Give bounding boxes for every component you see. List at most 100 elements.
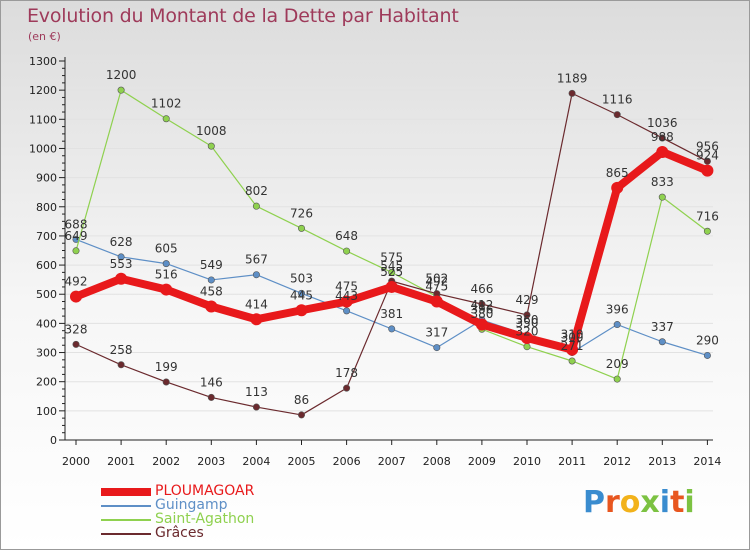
data-point-saint-agathon — [72, 247, 80, 255]
legend-swatch-ploumagoar — [101, 488, 151, 496]
logo-letter: r — [605, 485, 620, 520]
x-tick-label: 2000 — [62, 455, 90, 468]
data-label-gr-ces: 429 — [516, 293, 539, 307]
data-point-ploumagoar — [115, 272, 128, 285]
data-point-gr-ces — [252, 403, 260, 411]
data-label-gr-ces: 466 — [470, 282, 493, 296]
data-label-saint-agathon: 209 — [606, 357, 629, 371]
data-label-guingamp: 317 — [425, 326, 448, 340]
y-tick-label: 1000 — [29, 142, 57, 155]
data-label-ploumagoar: 445 — [290, 288, 313, 302]
data-label-gr-ces: 1116 — [602, 93, 633, 107]
logo-letter: P — [583, 485, 605, 520]
data-point-ploumagoar — [566, 343, 579, 356]
data-label-guingamp: 628 — [110, 235, 133, 249]
legend-swatch-guingamp — [101, 505, 151, 507]
data-point-gr-ces — [568, 89, 576, 97]
data-point-ploumagoar — [385, 280, 398, 293]
data-point-saint-agathon — [252, 202, 260, 210]
logo-letter: x — [640, 485, 660, 520]
data-label-saint-agathon: 648 — [335, 229, 358, 243]
data-point-guingamp — [252, 271, 260, 279]
x-tick-label: 2006 — [333, 455, 361, 468]
data-point-gr-ces — [523, 311, 531, 319]
data-point-guingamp — [388, 325, 396, 333]
data-point-guingamp — [613, 321, 621, 329]
data-label-guingamp: 337 — [651, 320, 674, 334]
data-label-ploumagoar: 924 — [696, 149, 719, 163]
data-label-saint-agathon: 833 — [651, 175, 674, 189]
data-point-guingamp — [162, 260, 170, 268]
proxiti-logo: Proxiti — [583, 485, 695, 520]
data-label-saint-agathon: 320 — [516, 325, 539, 339]
data-point-guingamp — [117, 253, 125, 261]
data-point-guingamp — [658, 338, 666, 346]
legend-swatch-saint-agathon — [101, 519, 151, 521]
data-label-ploumagoar: 553 — [110, 257, 133, 271]
x-tick-label: 2003 — [197, 455, 225, 468]
y-tick-label: 1200 — [29, 84, 57, 97]
data-label-gr-ces: 146 — [200, 375, 223, 389]
data-point-ploumagoar — [611, 181, 624, 194]
data-label-saint-agathon: 802 — [245, 184, 268, 198]
data-label-saint-agathon: 649 — [65, 229, 88, 243]
data-label-gr-ces: 86 — [294, 393, 309, 407]
data-label-guingamp: 567 — [245, 253, 268, 267]
data-label-ploumagoar: 525 — [380, 265, 403, 279]
series-line-saint-agathon — [75, 89, 709, 380]
x-tick-label: 2007 — [378, 455, 406, 468]
data-label-saint-agathon: 492 — [425, 275, 448, 289]
legend-label-ploumagoar: PLOUMAGOAR — [155, 483, 255, 499]
y-tick-label: 0 — [50, 434, 57, 447]
data-point-saint-agathon — [343, 247, 351, 255]
data-point-gr-ces — [162, 378, 170, 386]
data-label-guingamp: 300 — [561, 331, 584, 345]
data-label-gr-ces: 258 — [110, 343, 133, 357]
data-point-ploumagoar — [475, 318, 488, 331]
data-point-saint-agathon — [658, 193, 666, 201]
y-tick-label: 200 — [36, 376, 57, 389]
data-label-gr-ces: 328 — [65, 322, 88, 336]
data-point-saint-agathon — [703, 227, 711, 235]
data-point-gr-ces — [703, 157, 711, 165]
y-tick-label: 900 — [36, 172, 57, 185]
data-point-ploumagoar — [430, 295, 443, 308]
data-label-guingamp: 396 — [606, 303, 629, 317]
data-point-ploumagoar — [295, 304, 308, 317]
data-point-gr-ces — [117, 361, 125, 369]
data-label-saint-agathon: 726 — [290, 206, 313, 220]
legend-swatch-gr-ces — [101, 533, 151, 535]
data-label-ploumagoar: 414 — [245, 297, 268, 311]
data-point-saint-agathon — [162, 115, 170, 123]
data-point-saint-agathon — [207, 142, 215, 150]
y-tick-label: 400 — [36, 317, 57, 330]
data-label-gr-ces: 545 — [380, 259, 403, 273]
data-label-saint-agathon: 271 — [561, 339, 584, 353]
data-label-ploumagoar: 458 — [200, 284, 223, 298]
data-point-gr-ces — [478, 300, 486, 308]
data-point-gr-ces — [613, 111, 621, 119]
x-tick-label: 2013 — [648, 455, 676, 468]
data-point-ploumagoar — [205, 300, 218, 313]
data-label-ploumagoar: 350 — [516, 316, 539, 330]
x-tick-label: 2009 — [468, 455, 496, 468]
data-label-guingamp: 549 — [200, 258, 223, 272]
x-tick-label: 2005 — [288, 455, 316, 468]
data-label-ploumagoar: 396 — [470, 303, 493, 317]
data-label-ploumagoar: 865 — [606, 166, 629, 180]
x-tick-label: 2014 — [693, 455, 721, 468]
data-label-guingamp: 605 — [155, 242, 178, 256]
data-label-gr-ces: 113 — [245, 385, 268, 399]
y-tick-label: 800 — [36, 201, 57, 214]
data-point-guingamp — [343, 307, 351, 315]
y-tick-label: 300 — [36, 347, 57, 360]
data-point-saint-agathon — [523, 343, 531, 351]
data-label-guingamp: 412 — [470, 298, 493, 312]
x-tick-label: 2002 — [152, 455, 180, 468]
data-point-saint-agathon — [568, 357, 576, 365]
data-point-ploumagoar — [250, 313, 263, 326]
data-point-ploumagoar — [656, 145, 669, 158]
data-label-ploumagoar: 475 — [335, 280, 358, 294]
data-label-gr-ces: 1189 — [557, 71, 588, 85]
x-tick-label: 2011 — [558, 455, 586, 468]
